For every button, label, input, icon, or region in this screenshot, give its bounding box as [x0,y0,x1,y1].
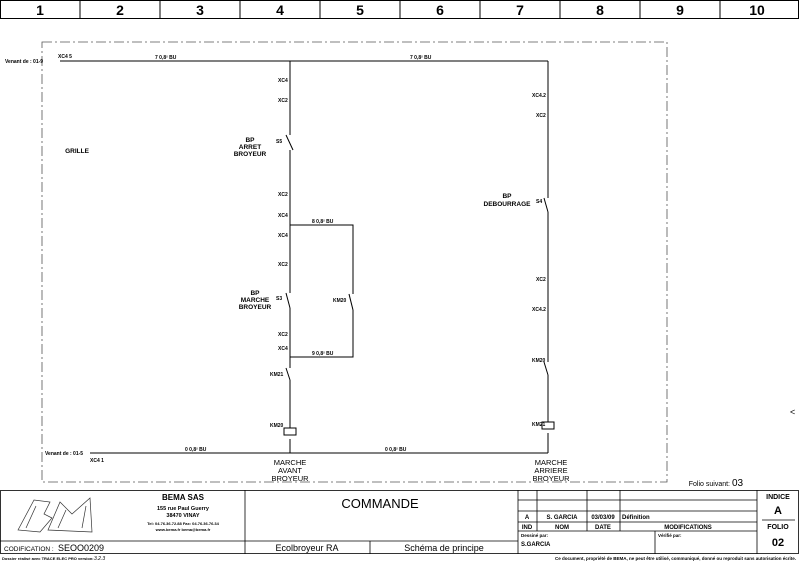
wires [60,60,549,454]
wire-label: 7 0,8² BU [155,55,177,61]
terminal-label: XC2 [536,277,546,283]
bp-arret-label: ARRET [239,144,261,151]
output-left-label: BROYEUR [271,474,309,483]
column-number: 1 [36,2,44,18]
header-ind: IND [522,525,533,531]
company-web: www.bema.fr bema@bema.fr [155,527,211,532]
wire-label: 7 0,8² BU [410,55,432,61]
codification-label: CODIFICATION : [4,546,54,553]
output-left-label: AVANT [278,466,302,475]
terminal-label: XC4 [278,233,288,239]
column-number: 8 [596,2,604,18]
folio-label: FOLIO [767,524,789,531]
device-ref: KM21 [532,422,546,428]
column-number: 6 [436,2,444,18]
wire-label: 0 0,8² BU [185,447,207,453]
page-edge-arrow-icon: < [790,407,795,417]
revision-date: 03/03/09 [591,515,615,521]
km20-coil [283,427,297,436]
codification-value: SEOO0209 [58,543,104,553]
revision-modif: Définition [622,515,650,521]
source-top-label: Venant de : 01-9 [5,59,43,65]
wire-label: 9 0,8² BU [312,351,334,357]
column-number: 4 [276,2,284,18]
terminal-label: XC4 [278,78,288,84]
company-address: 155 rue Paul Guerry [157,506,210,512]
column-number: 7 [516,2,524,18]
device-ref: KM20 [270,423,284,429]
source-bottom-label: Venant de : 01-5 [45,451,83,457]
drawn-by: S.GARCIA [521,542,551,548]
bp-arret-label: BROYEUR [234,151,267,158]
wire-label: 0 0,8² BU [385,447,407,453]
device-ref: S4 [536,199,542,205]
column-number: 9 [676,2,684,18]
indice-label: INDICE [766,494,790,501]
column-number: 5 [356,2,364,18]
bp-marche-label: MARCHE [241,297,270,304]
terminal-label: XC4.2 [532,93,546,99]
terminal-label: XC4 [278,346,288,352]
revision-ind: A [525,515,530,521]
terminal-label: XC2 [278,262,288,268]
column-number: 2 [116,2,124,18]
software-note: Dossier réalisé avec TRACE ELEC PRO vers… [2,556,94,561]
sheet-title: COMMANDE [341,496,419,511]
drawn-by-label: Dessiné par: [521,533,549,538]
terminal-label: XC4 5 [58,54,72,60]
device-ref: KM20 [333,298,347,304]
company-city: 38470 VINAY [166,513,199,519]
bp-debourrage-label: DEBOURRAGE [484,201,532,208]
output-right-label: BROYEUR [532,474,570,483]
terminal-label: XC2 [278,98,288,104]
bp-debourrage-label: BP [502,193,512,200]
column-number: 10 [749,2,765,18]
grille-label: GRILLE [65,148,89,155]
project-name: Ecolbroyeur RA [275,543,338,553]
terminal-label: XC2 [278,192,288,198]
terminal-label: XC4.2 [532,307,546,313]
header-modifications: MODIFICATIONS [664,525,712,531]
header-nom: NOM [555,525,569,531]
folio-next: 03 [732,478,744,489]
output-left-label: MARCHE [274,458,307,467]
header-date: DATE [595,525,611,531]
company-name: BEMA SAS [162,493,205,502]
wire-label: 8 0,8² BU [312,219,334,225]
output-right-label: ARRIERE [534,466,567,475]
device-ref: S3 [276,296,282,302]
bp-marche-label: BP [250,290,260,297]
bema-logo [17,497,93,533]
bp-arret-label: BP [245,137,255,144]
document-type: Schéma de principe [404,543,484,553]
bp-marche-label: BROYEUR [239,304,272,311]
km21-coil [541,421,555,430]
terminal-label: XC4 [278,213,288,219]
output-right-label: MARCHE [535,458,568,467]
company-phone: Tel: 04.76.36.72.88 Fax: 04.76.36.76.34 [147,521,220,526]
column-number: 3 [196,2,204,18]
indice-value: A [774,505,782,517]
folio-value: 02 [772,537,784,549]
terminal-label: XC2 [536,113,546,119]
software-version: 3.2.3 [94,556,105,562]
schematic-frame [41,41,668,483]
folio-next-label: Folio suivant: [689,481,730,488]
device-ref: KM20 [532,358,546,364]
copyright-note: Ce document, propriété de BEMA, ne peut … [555,556,796,561]
revision-nom: S. GARCIA [546,515,578,521]
terminal-label: XC2 [278,332,288,338]
checked-by-label: Vérifié par: [658,533,682,538]
device-ref: KM21 [270,372,284,378]
device-ref: S5 [276,139,282,145]
terminal-label: XC4 1 [90,458,104,464]
